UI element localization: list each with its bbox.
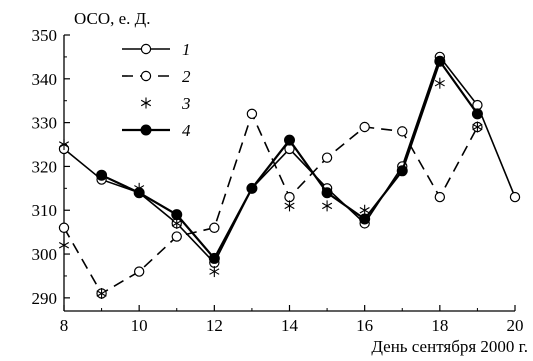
series-4-point bbox=[434, 55, 446, 67]
series-4-point bbox=[471, 108, 483, 120]
series-4-point bbox=[321, 187, 333, 199]
asterisk-stroke bbox=[140, 99, 152, 107]
series-2-point bbox=[397, 126, 408, 137]
series-2-point bbox=[133, 266, 145, 277]
series-2-point bbox=[434, 191, 446, 203]
y-tick-label: 340 bbox=[32, 70, 58, 89]
series-4-point bbox=[208, 252, 220, 264]
x-tick-label: 8 bbox=[60, 316, 69, 335]
series-3-point bbox=[58, 239, 70, 251]
y-tick-label: 330 bbox=[32, 114, 58, 133]
x-tick-label: 10 bbox=[131, 316, 148, 335]
legend-entry-1: 1 bbox=[122, 40, 191, 59]
asterisk-stroke bbox=[322, 202, 333, 210]
legend-marker-3 bbox=[140, 97, 152, 109]
series-2-point bbox=[246, 108, 258, 120]
asterisk-stroke bbox=[58, 141, 70, 148]
series-1 bbox=[58, 51, 521, 269]
series-2-point bbox=[321, 152, 333, 163]
series-4-point bbox=[396, 165, 408, 177]
x-tick-label: 18 bbox=[431, 316, 448, 335]
series-4-line bbox=[101, 58, 479, 261]
y-tick-label: 320 bbox=[32, 157, 58, 176]
series-2-point bbox=[209, 222, 220, 233]
series-3 bbox=[58, 77, 483, 299]
series-1-point bbox=[509, 191, 521, 203]
y-tick-label: 310 bbox=[32, 201, 58, 220]
x-tick-label: 14 bbox=[281, 316, 299, 335]
x-tick-label: 16 bbox=[356, 316, 373, 335]
series-3-point bbox=[434, 77, 445, 89]
asterisk-stroke bbox=[359, 207, 370, 214]
y-tick-label: 350 bbox=[32, 26, 58, 45]
legend-label-2: 2 bbox=[182, 67, 191, 86]
asterisk-stroke bbox=[284, 202, 295, 210]
legend-marker-4 bbox=[140, 124, 152, 136]
legend: 1 2 3 4 bbox=[122, 40, 191, 140]
series-4-point bbox=[359, 213, 371, 225]
x-tick-label: 20 bbox=[507, 316, 524, 335]
series-1-line bbox=[63, 55, 516, 265]
legend-label-1: 1 bbox=[182, 40, 191, 59]
series-3-point bbox=[58, 139, 70, 151]
series-3-point bbox=[209, 266, 220, 278]
series-3-point bbox=[472, 121, 483, 133]
legend-label-4: 4 bbox=[182, 121, 191, 140]
x-axis-title: День сентября 2000 г. bbox=[371, 337, 528, 356]
legend-marker-2 bbox=[140, 70, 152, 82]
series-3-point bbox=[284, 200, 295, 212]
x-tick-label: 12 bbox=[206, 316, 223, 335]
series-4-point bbox=[171, 209, 183, 221]
asterisk-stroke bbox=[96, 290, 107, 297]
series-4-point bbox=[96, 169, 108, 181]
series-3-point bbox=[96, 287, 107, 299]
legend-entry-2: 2 bbox=[122, 67, 191, 86]
series-4-point bbox=[133, 187, 145, 199]
series-2 bbox=[58, 108, 483, 299]
asterisk-stroke bbox=[171, 220, 182, 227]
asterisk-stroke bbox=[209, 268, 220, 275]
legend-entry-4: 4 bbox=[122, 121, 191, 140]
series-3-point bbox=[322, 200, 333, 212]
series-2-point bbox=[359, 121, 370, 133]
y-tick-label: 290 bbox=[32, 289, 58, 308]
plot-series bbox=[58, 51, 521, 299]
series-4-point bbox=[284, 134, 295, 146]
y-axis-title: ОСО, е. Д. bbox=[74, 9, 151, 28]
legend-label-3: 3 bbox=[181, 94, 191, 113]
series-2-point bbox=[284, 191, 295, 203]
legend-entry-3: 3 bbox=[140, 94, 191, 113]
series-2-line bbox=[63, 111, 479, 295]
asterisk-stroke bbox=[58, 242, 70, 249]
asterisk-stroke bbox=[472, 123, 483, 131]
series-4-point bbox=[246, 182, 258, 194]
series-2-point bbox=[58, 222, 70, 233]
legend-marker-1 bbox=[140, 43, 152, 55]
y-tick-label: 300 bbox=[32, 245, 58, 264]
asterisk-stroke bbox=[434, 79, 445, 87]
series-4 bbox=[96, 55, 483, 264]
series-2-point bbox=[171, 231, 182, 242]
